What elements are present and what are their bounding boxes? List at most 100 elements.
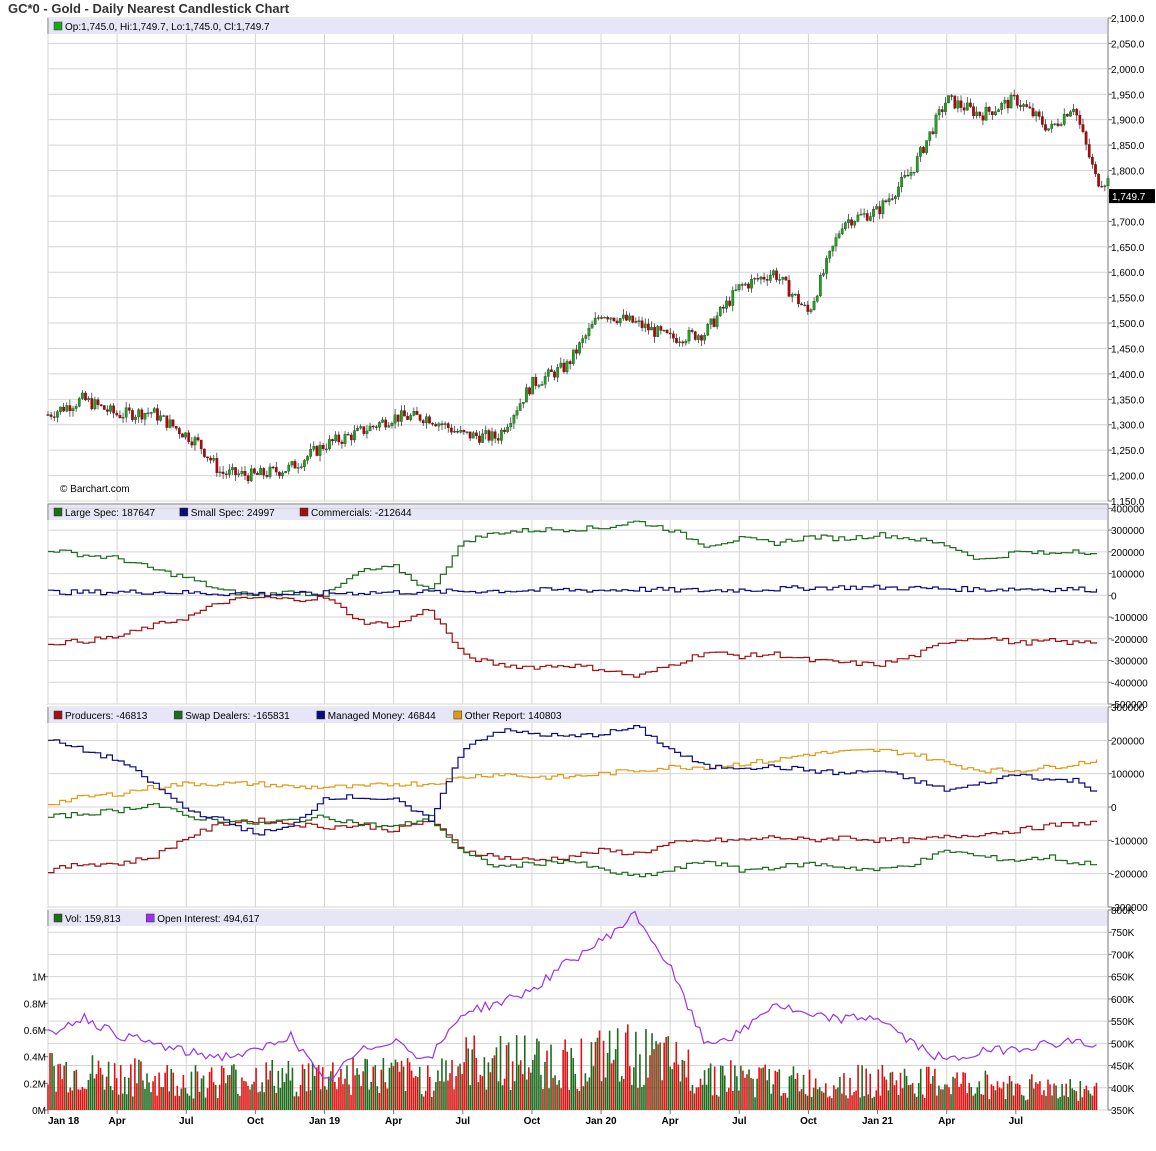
candle-body xyxy=(775,270,778,280)
candle xyxy=(431,422,434,427)
candle-body xyxy=(290,461,294,466)
candle-body xyxy=(171,419,175,427)
x-tick-label: Jan 20 xyxy=(585,1116,617,1127)
candle xyxy=(143,412,147,426)
candle-body xyxy=(878,206,882,215)
candle-body xyxy=(800,303,803,306)
x-tick-label: Oct xyxy=(247,1116,264,1127)
candle xyxy=(565,359,569,375)
candle xyxy=(515,406,519,420)
candle-body xyxy=(1069,111,1072,117)
candle xyxy=(484,425,488,440)
candle xyxy=(659,324,663,335)
candle-body xyxy=(418,414,422,421)
price-axis-tick-label: 1,700.0 xyxy=(1111,217,1145,228)
candle xyxy=(772,269,775,278)
candle-body xyxy=(90,398,94,410)
candle-body xyxy=(653,327,656,337)
candle-body xyxy=(77,398,81,407)
candle-body xyxy=(944,102,947,112)
candle xyxy=(296,463,300,474)
x-tick-label: Apr xyxy=(109,1116,126,1127)
candle xyxy=(1040,111,1044,128)
candle xyxy=(309,443,313,459)
candle-body xyxy=(459,430,463,433)
candle xyxy=(593,312,597,325)
candle-body xyxy=(234,467,237,476)
candle xyxy=(334,431,338,444)
candle-body xyxy=(543,376,547,385)
candle xyxy=(675,333,678,344)
candle xyxy=(99,403,103,407)
candle-body xyxy=(187,432,191,442)
candle-body xyxy=(528,387,531,395)
candle-body xyxy=(393,414,397,424)
candle xyxy=(944,97,947,116)
candle-body xyxy=(281,472,284,476)
candle-body xyxy=(621,314,625,319)
candle xyxy=(934,112,938,139)
candle-body xyxy=(59,406,62,412)
candle-body xyxy=(825,258,828,274)
candle-body xyxy=(349,434,353,441)
candle-body xyxy=(756,278,760,280)
candle-body xyxy=(428,416,431,424)
candle-body xyxy=(212,458,216,461)
candle-body xyxy=(753,278,757,280)
candle-body xyxy=(437,423,441,427)
candle-body xyxy=(556,367,560,378)
candle-body xyxy=(647,323,650,331)
candle-body xyxy=(475,432,478,437)
candle-body xyxy=(818,275,822,297)
candle-body xyxy=(143,413,147,420)
candle xyxy=(349,432,353,446)
candle-body xyxy=(884,200,888,202)
candle-body xyxy=(71,408,75,412)
candle xyxy=(46,411,50,416)
candle xyxy=(618,317,622,327)
candle-body xyxy=(706,324,710,336)
candle xyxy=(299,463,303,470)
candle-body xyxy=(196,437,200,441)
candle-body xyxy=(140,409,144,420)
candle xyxy=(528,386,531,396)
candle xyxy=(131,408,134,422)
candle xyxy=(174,425,178,431)
candle-body xyxy=(559,362,563,368)
series-open-interest xyxy=(47,910,1097,1082)
candle-body xyxy=(1066,114,1069,117)
candle-body xyxy=(1022,104,1025,107)
candle xyxy=(865,209,869,222)
candle-body xyxy=(790,294,794,297)
candle xyxy=(553,369,556,381)
candle-body xyxy=(99,404,103,406)
candle xyxy=(468,431,472,442)
candle xyxy=(478,431,481,446)
candle-body xyxy=(299,466,303,468)
candle-body xyxy=(831,245,835,252)
candle-body xyxy=(356,427,359,431)
candle xyxy=(268,463,272,479)
candle xyxy=(734,283,738,292)
candle xyxy=(575,344,578,360)
candle xyxy=(506,423,509,434)
candle-body xyxy=(697,335,700,340)
candle xyxy=(1075,107,1079,121)
candle-body xyxy=(618,318,622,324)
candle xyxy=(715,311,719,330)
vol-axis-tick-label: 0.4M xyxy=(24,1053,46,1064)
cot-spec-panel-frame xyxy=(47,503,1109,705)
candle-body xyxy=(500,429,503,441)
candle xyxy=(969,98,972,108)
candle-body xyxy=(859,214,863,216)
candle-body xyxy=(703,334,706,341)
candle xyxy=(862,208,866,218)
candle-body xyxy=(127,407,131,411)
cot-disagg-axis-tick-label: -100000 xyxy=(1111,836,1148,847)
price-axis-tick-label: 1,300.0 xyxy=(1111,421,1145,432)
candle xyxy=(159,410,162,422)
candle xyxy=(531,376,535,395)
candle-body xyxy=(590,324,594,329)
candle xyxy=(240,466,244,477)
